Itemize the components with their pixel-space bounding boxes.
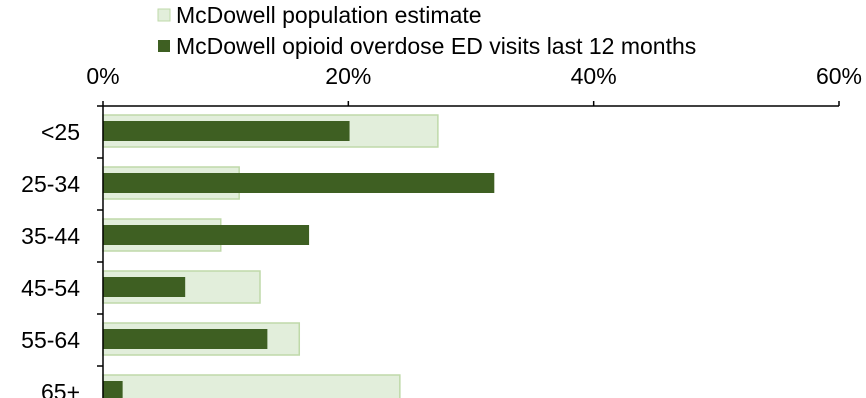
bar-ed-visits <box>103 277 186 297</box>
y-category-label: 35-44 <box>21 223 80 249</box>
legend-swatch-population <box>157 8 171 22</box>
x-tick-label: 60% <box>816 63 862 89</box>
legend: McDowell population estimate McDowell op… <box>157 2 696 59</box>
x-tick-label: 20% <box>325 63 371 89</box>
bar-ed-visits <box>103 173 495 193</box>
bars <box>102 114 495 398</box>
y-category-label: 65+ <box>41 379 80 398</box>
bar-ed-visits <box>103 329 268 349</box>
x-tick-label: 0% <box>86 63 119 89</box>
x-axis: 0% 20% 40% 60% <box>86 63 862 107</box>
legend-swatch-ed-visits <box>158 40 170 52</box>
bar-ed-visits <box>103 121 350 141</box>
y-axis: <25 25-34 35-44 45-54 55-64 65+ <box>21 105 104 398</box>
y-category-label: 25-34 <box>21 171 80 197</box>
y-category-label: 55-64 <box>21 327 80 353</box>
legend-label-population: McDowell population estimate <box>176 2 482 28</box>
x-tick-label: 40% <box>571 63 617 89</box>
bar-ed-visits <box>103 225 310 245</box>
bar-population <box>102 374 401 398</box>
legend-label-ed-visits: McDowell opioid overdose ED visits last … <box>176 33 696 59</box>
bar-ed-visits <box>103 381 123 398</box>
y-category-label: <25 <box>41 119 80 145</box>
y-category-label: 45-54 <box>21 275 80 301</box>
